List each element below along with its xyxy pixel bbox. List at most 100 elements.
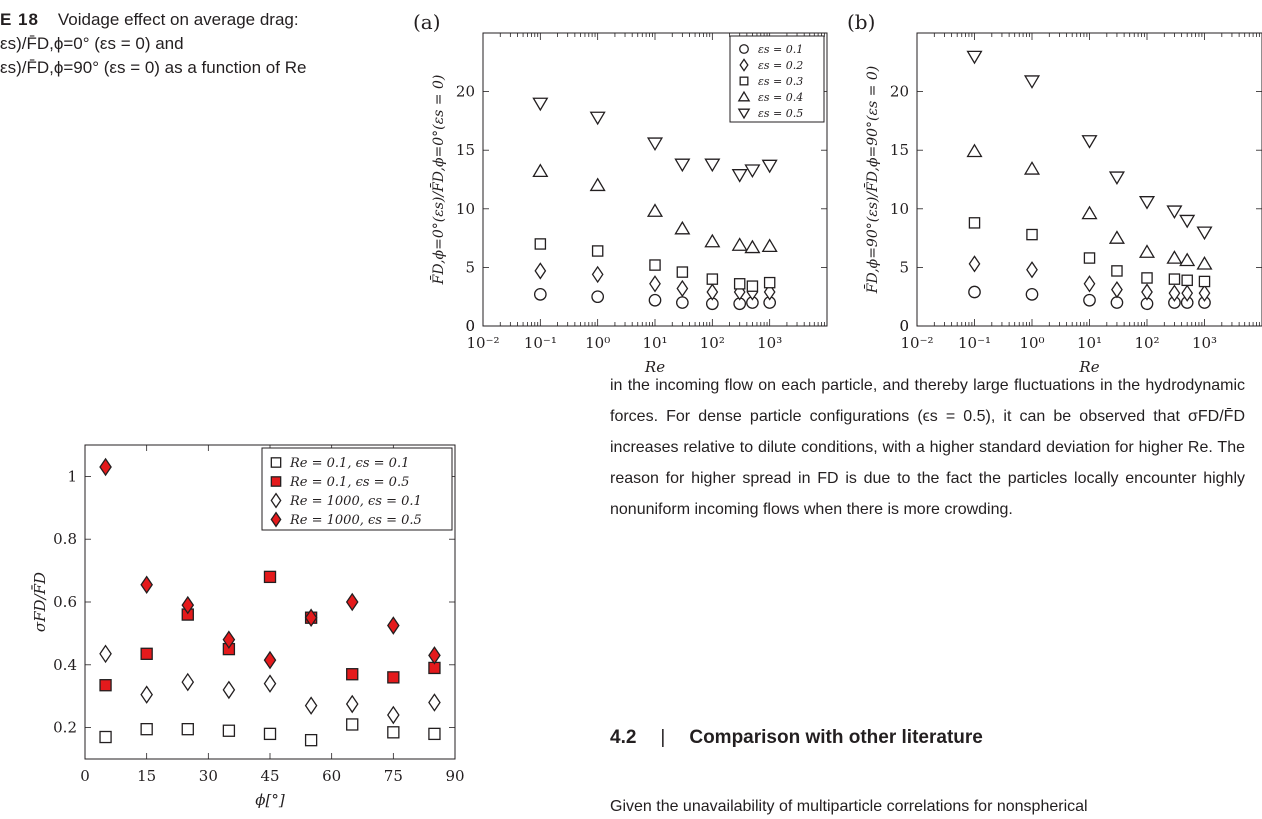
data-point (591, 290, 605, 304)
data-point (1023, 75, 1041, 89)
series-1 (99, 718, 441, 747)
data-point (1141, 283, 1153, 301)
data-point (428, 646, 441, 665)
data-point (1168, 284, 1181, 302)
x-tick-label: 10⁰ (1019, 334, 1044, 352)
y-tick-label: 20 (456, 83, 475, 101)
data-point (263, 727, 277, 741)
legend-entry: εs = 0.4 (758, 91, 803, 104)
x-tick-label: 10⁻² (466, 334, 499, 352)
caption-title: Voidage effect on average drag: (57, 10, 299, 29)
data-point (1108, 171, 1125, 186)
data-point (704, 233, 721, 248)
data-point (706, 273, 719, 285)
series-3 (99, 644, 441, 725)
data-point (968, 217, 981, 229)
y-tick-label: 0.8 (53, 530, 77, 548)
data-point (676, 296, 689, 309)
data-point (1141, 272, 1153, 284)
legend-marker (737, 108, 751, 120)
data-point (1168, 273, 1181, 285)
series-4 (532, 163, 778, 254)
series-5 (966, 50, 1213, 241)
data-point (1166, 205, 1183, 220)
y-tick-label: 10 (890, 200, 909, 218)
data-point (704, 158, 721, 173)
data-point (181, 672, 195, 692)
data-point (731, 169, 748, 183)
data-point (1025, 288, 1039, 301)
data-point (1138, 244, 1156, 258)
section-separator: | (660, 727, 666, 748)
x-tick-label: 10⁻² (900, 334, 933, 352)
series-2 (968, 255, 1211, 302)
data-point (1181, 284, 1194, 302)
x-tick-label: 60 (322, 767, 341, 785)
x-axis-label: Re (644, 358, 665, 376)
data-point (345, 592, 359, 612)
chart-2: 10⁻² 10⁻¹ 10⁰ 10¹ 10² 10³051015200ReF̄D,ϕ=90°… (847, 10, 1262, 376)
x-tick-label: 10⁰ (585, 334, 610, 352)
data-point (646, 137, 664, 152)
data-point (346, 718, 359, 731)
data-point (731, 237, 748, 251)
chart-3: 0 15 30 45 60 75 90 0.2 0.4 0.6 0.8 1 ϕ[°] σFD/F̄D Re … (31, 444, 465, 809)
figure-caption: E 18 Voidage effect on average drag: εs)… (0, 8, 370, 80)
data-point (649, 259, 661, 271)
y-axis-label: σFD/F̄D (31, 572, 49, 632)
legend-entry: Re = 0.1, ϵs = 0.5 (289, 475, 409, 490)
x-tick-label: 10² (700, 334, 725, 352)
data-point (263, 570, 277, 584)
data-point (761, 159, 778, 174)
series-3 (968, 217, 1211, 288)
legend-marker (270, 511, 282, 528)
y-tick-label: 15 (890, 141, 909, 159)
data-point (1111, 265, 1123, 277)
x-tick-label: 10⁻¹ (524, 334, 557, 352)
data-point (1138, 196, 1156, 210)
caption-line-2: εs)/F̄D,ϕ=0° (εs = 0) and (0, 34, 184, 53)
y-tick-label: 15 (456, 141, 475, 159)
series-4 (99, 457, 441, 670)
data-point (966, 50, 983, 65)
data-point (99, 730, 112, 744)
legend-entry: Re = 0.1, ϵs = 0.1 (289, 456, 409, 471)
data-point (676, 279, 689, 298)
data-point (1179, 252, 1196, 267)
x-tick-label: 10² (1134, 334, 1159, 352)
data-point (674, 158, 691, 173)
y-tick-label: 0.4 (53, 656, 77, 674)
legend-marker (270, 457, 282, 468)
legend-entry: εs = 0.2 (758, 59, 803, 72)
data-point (966, 143, 983, 158)
legend-marker (739, 44, 749, 54)
data-point (263, 674, 277, 693)
legend-box (261, 447, 453, 531)
body-paragraph-2: Given the unavailability of multiparticl… (610, 798, 1088, 815)
y-axis-label: F̄D,ϕ=0°(εs)/F̄D,ϕ=0°(εs = 0) (429, 75, 447, 286)
series-1 (968, 285, 1211, 311)
x-axis-label: Re (1078, 358, 1099, 376)
y-tick-label: 20 (890, 83, 909, 101)
data-point (428, 693, 441, 712)
data-point (1108, 230, 1125, 244)
series-2 (99, 570, 441, 692)
data-point (968, 255, 981, 273)
panel-label: (b) (847, 10, 875, 34)
x-tick-label: 10⁻¹ (958, 334, 991, 352)
data-point (387, 705, 400, 725)
data-point (1198, 275, 1211, 288)
legend-entry: Re = 1000, ϵs = 0.5 (289, 513, 422, 528)
y-tick-label: 0 (899, 317, 909, 335)
data-point (387, 726, 400, 739)
data-point (304, 608, 318, 627)
body-paragraph: in the incoming flow on each particle, a… (610, 377, 1245, 518)
x-tick-label: 75 (384, 767, 403, 785)
data-point (589, 177, 606, 192)
x-tick-label: 30 (199, 767, 218, 785)
data-point (706, 283, 719, 301)
legend-marker (270, 476, 282, 487)
data-point (676, 266, 689, 278)
data-point (428, 727, 441, 741)
data-point (1081, 135, 1098, 149)
